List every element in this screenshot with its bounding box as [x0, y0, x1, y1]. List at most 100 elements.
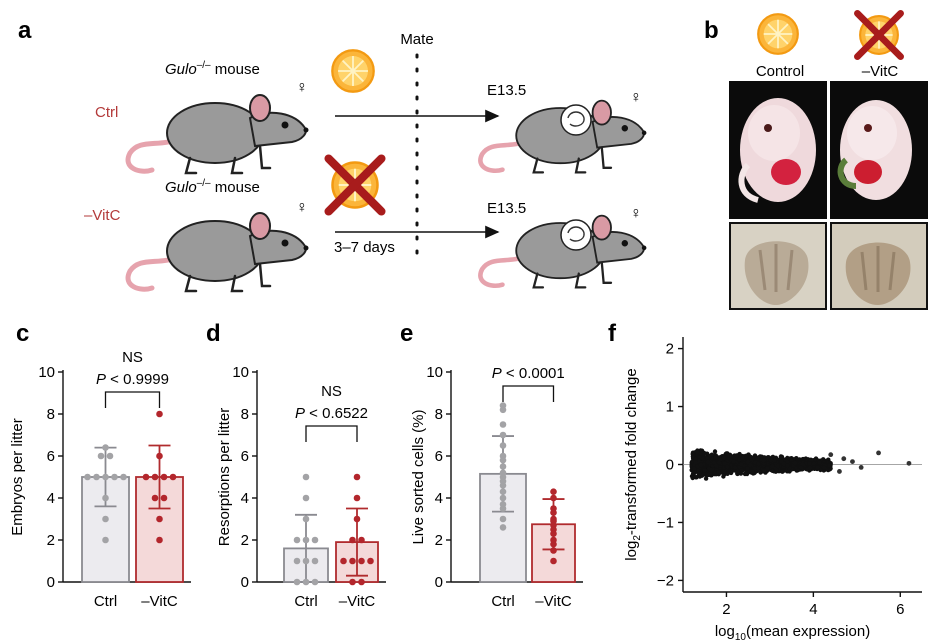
scatter-point	[702, 468, 707, 473]
scatter-point	[711, 460, 717, 465]
scatter-point	[808, 457, 814, 462]
y-tick-label: 6	[435, 448, 443, 465]
scatter-point	[713, 455, 718, 460]
data-point	[151, 473, 159, 481]
scatter-point	[850, 459, 855, 465]
data-point	[102, 473, 109, 481]
scatter-point	[761, 458, 767, 463]
data-point	[499, 482, 507, 489]
data-point	[349, 557, 356, 565]
data-point	[550, 530, 557, 537]
scatter-point	[732, 465, 738, 470]
panel-a-letter: a	[18, 17, 32, 44]
scatter-point	[728, 470, 733, 475]
y-tick-label: 0	[435, 574, 443, 591]
scatter-point	[705, 472, 711, 478]
data-point	[102, 536, 109, 544]
scatter-point	[765, 466, 770, 471]
data-point	[499, 524, 507, 531]
x-axis-label: log10(mean expression)	[715, 623, 870, 640]
data-point	[311, 536, 319, 544]
data-point	[93, 473, 100, 481]
significance-bracket	[104, 391, 161, 408]
data-point	[499, 505, 507, 512]
limb-photo-control	[729, 222, 827, 310]
y-axis-label: Resorptions per litter	[216, 408, 233, 546]
scatter-point	[752, 460, 758, 465]
scatter-point	[761, 468, 767, 473]
y-axis-label: Embryos per litter	[9, 418, 26, 536]
panel-a: a Mate Ctrl Gulo–/– mouse ♀ E13.5 ♀ –Vit…	[18, 17, 646, 291]
panel-c: c 0 2 4 6 8 10 Embryos per litter Ctrl –VitC NS P …	[9, 320, 191, 610]
scatter-point	[785, 463, 790, 468]
scatter-point	[725, 464, 730, 470]
data-point	[499, 463, 507, 470]
data-point	[142, 473, 150, 481]
y-tick-label: 10	[426, 364, 443, 381]
data-point	[340, 557, 347, 565]
scatter-point	[717, 460, 722, 465]
y-axis-label: log2-transformed fold change	[623, 368, 643, 560]
scatter-point	[858, 464, 864, 470]
mouse-label-vitc: Gulo–/– mouse	[165, 178, 260, 196]
scatter-point	[748, 454, 753, 460]
y-tick-label: 4	[241, 490, 249, 507]
mate-label: Mate	[400, 31, 433, 48]
panel-b-letter: b	[704, 17, 719, 44]
target-sex-ctrl: ♀	[630, 89, 642, 106]
data-point	[353, 494, 361, 502]
panel-f: f −2 −1 0 1 2 2 4 6 log10(mean expression) log2-t…	[608, 320, 922, 640]
panel-e-letter: e	[400, 320, 413, 347]
embryo-photo-control	[729, 81, 827, 219]
data-point	[102, 515, 109, 523]
panel-c-letter: c	[16, 320, 29, 347]
panel-b: b Control –VitC	[704, 13, 928, 310]
scatter-point	[700, 456, 706, 461]
y-tick-label: 2	[47, 532, 55, 549]
y-tick-label: 2	[435, 532, 443, 549]
scatter-point	[773, 469, 778, 474]
point-cloud	[689, 448, 833, 481]
column-label-control: Control	[756, 63, 804, 80]
y-tick-label: 10	[232, 364, 249, 381]
scatter-point	[705, 459, 711, 465]
scatter-point	[906, 460, 912, 466]
data-point	[84, 473, 91, 481]
scatter-point	[772, 457, 777, 463]
orange-slice-icon	[331, 49, 375, 93]
y-tick-label: −1	[657, 514, 674, 531]
scatter-point	[817, 460, 822, 465]
scatter-point	[800, 462, 806, 467]
scatter-point	[694, 475, 699, 480]
data-point	[311, 557, 319, 565]
scatter-point	[775, 463, 780, 469]
y-tick-label: 6	[241, 448, 249, 465]
scatter-point	[692, 469, 697, 474]
scatter-point	[721, 455, 726, 461]
x-tick-label: 6	[896, 601, 904, 618]
data-point	[353, 515, 361, 523]
scatter-point	[724, 451, 729, 456]
scatter-point	[827, 463, 832, 468]
y-tick-label: 0	[241, 574, 249, 591]
data-point	[349, 578, 356, 586]
mouse-icon	[128, 213, 308, 291]
x-tick-label: Ctrl	[491, 593, 514, 610]
y-tick-label: 2	[666, 341, 674, 358]
scatter-point	[745, 466, 750, 471]
group-label-vitc: –VitC	[84, 207, 121, 224]
data-point	[302, 494, 310, 502]
data-point	[106, 452, 114, 460]
scatter-point	[821, 465, 827, 470]
data-point	[499, 442, 507, 449]
scatter-point	[811, 461, 817, 466]
scatter-point	[828, 452, 834, 458]
data-point	[111, 473, 118, 481]
data-point	[311, 578, 319, 586]
scatter-point	[735, 468, 740, 474]
data-point	[156, 536, 163, 544]
y-tick-label: 0	[47, 574, 55, 591]
x-tick-label: –VitC	[339, 593, 376, 610]
y-tick-label: 10	[38, 364, 55, 381]
panel-f-letter: f	[608, 320, 617, 347]
